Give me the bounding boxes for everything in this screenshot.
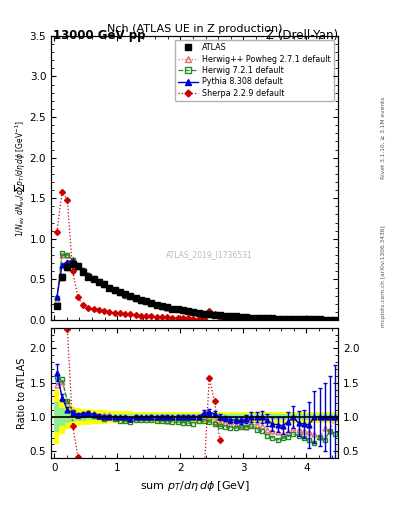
Text: ATLAS_2019_I1736531: ATLAS_2019_I1736531 xyxy=(165,250,252,260)
Text: Rivet 3.1.10, ≥ 3.1M events: Rivet 3.1.10, ≥ 3.1M events xyxy=(381,97,386,179)
Text: 13000 GeV pp: 13000 GeV pp xyxy=(53,29,145,42)
Title: Nch (ATLAS UE in Z production): Nch (ATLAS UE in Z production) xyxy=(107,24,282,34)
Text: Z (Drell-Yan): Z (Drell-Yan) xyxy=(266,29,338,42)
X-axis label: sum $p_T/d\eta\,d\phi$ [GeV]: sum $p_T/d\eta\,d\phi$ [GeV] xyxy=(140,479,250,493)
Legend: ATLAS, Herwig++ Powheg 2.7.1 default, Herwig 7.2.1 default, Pythia 8.308 default: ATLAS, Herwig++ Powheg 2.7.1 default, He… xyxy=(175,40,334,101)
Y-axis label: Ratio to ATLAS: Ratio to ATLAS xyxy=(17,357,27,429)
Y-axis label: $1/N_\mathrm{ev}\ dN_\mathrm{ev}/d\!\sum\!p_T/d\eta\,d\phi\ [\mathrm{GeV}^{-1}]$: $1/N_\mathrm{ev}\ dN_\mathrm{ev}/d\!\sum… xyxy=(13,119,27,237)
Text: mcplots.cern.ch [arXiv:1306.3436]: mcplots.cern.ch [arXiv:1306.3436] xyxy=(381,226,386,327)
